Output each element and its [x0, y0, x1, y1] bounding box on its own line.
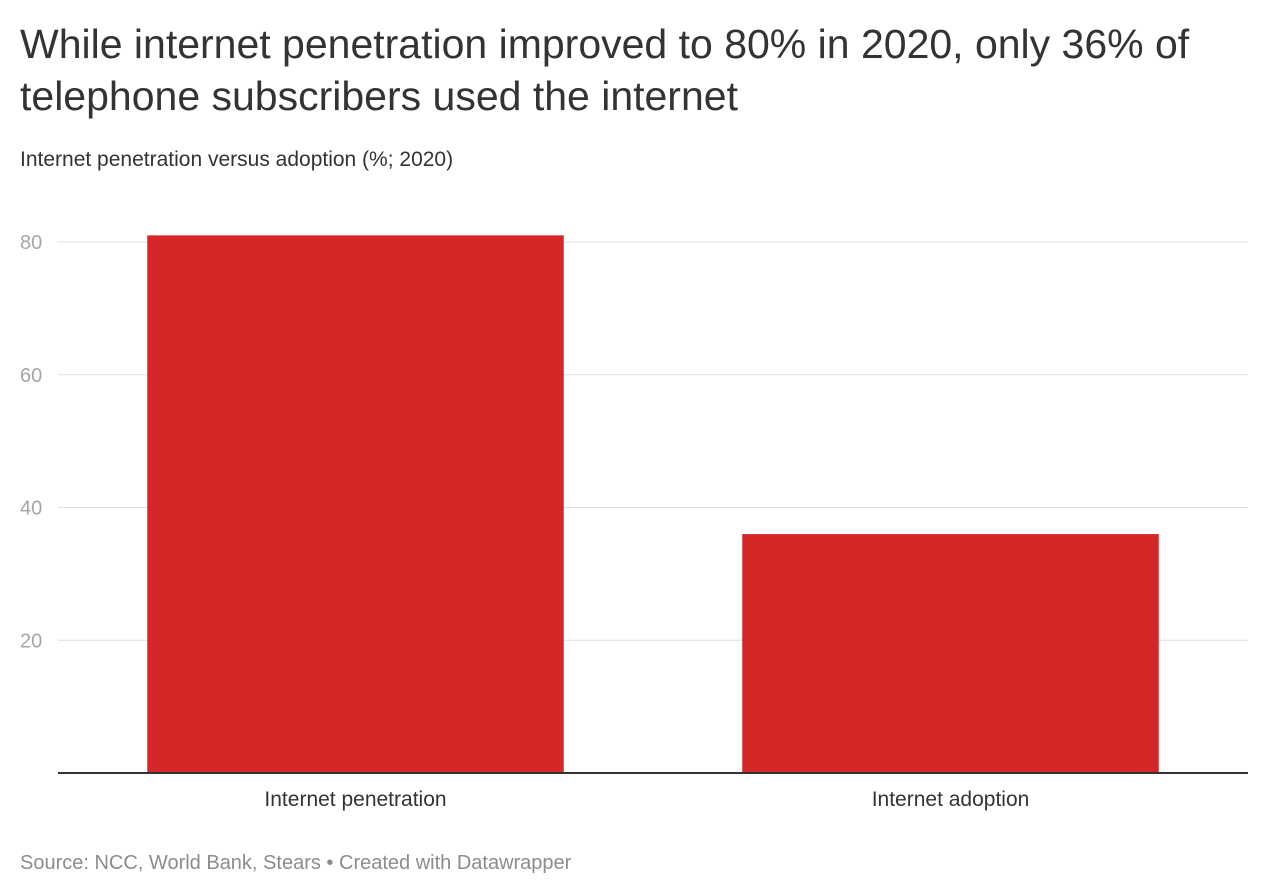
- chart-title: While internet penetration improved to 8…: [20, 21, 1190, 119]
- source-separator: •: [326, 852, 334, 874]
- chart-subtitle: Internet penetration versus adoption (%;…: [20, 148, 454, 171]
- y-tick-label: 20: [20, 630, 42, 652]
- bar: [147, 235, 564, 774]
- x-category-label: Internet penetration: [264, 788, 446, 811]
- credit-text: Created with Datawrapper: [339, 852, 572, 874]
- source-text: Source: NCC, World Bank, Stears: [20, 852, 321, 874]
- y-tick-label: 60: [20, 365, 42, 387]
- y-tick-label: 80: [20, 232, 42, 254]
- x-category-label: Internet adoption: [872, 788, 1030, 811]
- source-line: Source: NCC, World Bank, Stears • Create…: [20, 850, 571, 876]
- bar: [742, 534, 1159, 773]
- y-tick-label: 40: [20, 498, 42, 520]
